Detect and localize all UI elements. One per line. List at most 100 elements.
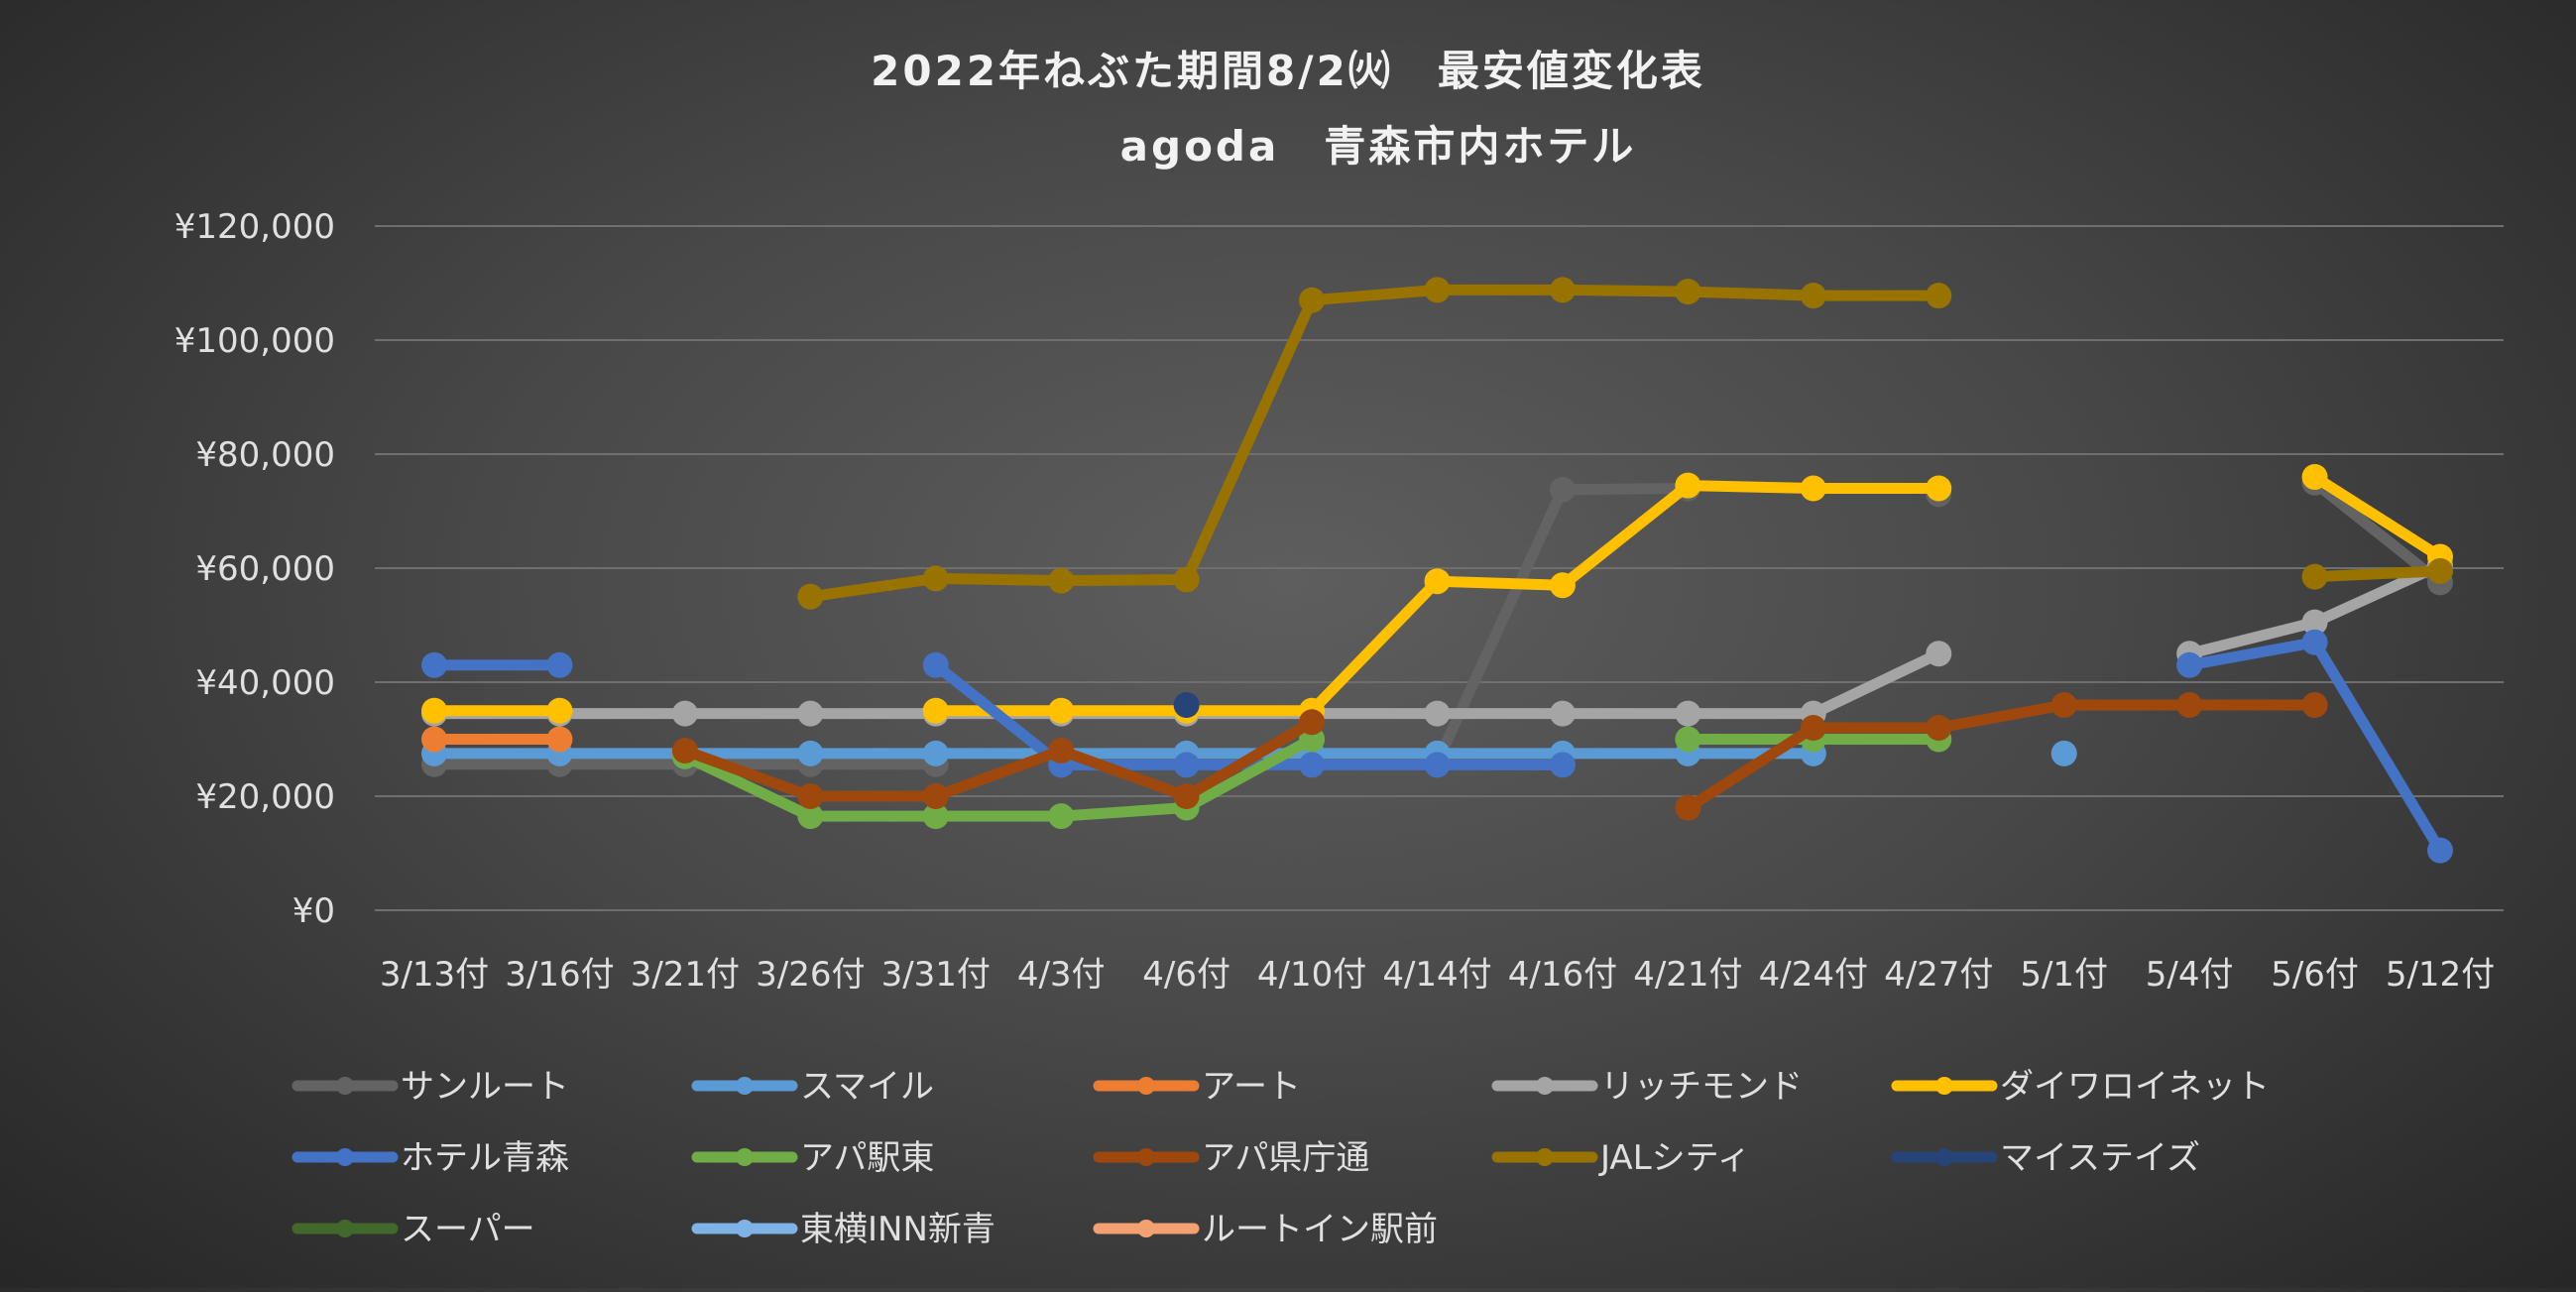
x-tick-label: 4/27付 [1884, 955, 1993, 995]
x-tick-label: 5/6付 [2271, 955, 2359, 995]
data-point [797, 700, 824, 727]
series-line [679, 734, 1318, 822]
data-point [1926, 641, 1952, 667]
legend-item: アパ駅東 [691, 1138, 934, 1178]
x-tick-label: 5/12付 [2386, 955, 2495, 995]
data-point [2050, 740, 2077, 766]
data-point [1926, 283, 1952, 309]
legend-label: リッチモンド [1600, 1067, 1803, 1107]
data-point [2176, 651, 2203, 678]
data-point [1048, 697, 1075, 724]
series-5 [421, 464, 2453, 724]
series-line [2309, 471, 2446, 562]
y-tick-label: ¥80,000 [195, 435, 335, 475]
legend-label: アパ駅東 [800, 1138, 934, 1178]
legend-label: ホテル青森 [401, 1138, 569, 1178]
data-point [421, 726, 447, 753]
series-line [804, 284, 1944, 603]
legend-item: スマイル [691, 1067, 934, 1107]
y-tick-label: ¥60,000 [195, 549, 335, 589]
legend-item: ホテル青森 [292, 1138, 569, 1178]
legend-swatch-marker [736, 1220, 754, 1237]
legend-swatch-marker [336, 1220, 354, 1237]
x-tick-label: 4/6付 [1142, 955, 1230, 995]
y-tick-label: ¥0 [293, 891, 335, 931]
legend-swatch-marker [336, 1077, 354, 1095]
data-point [2301, 464, 2328, 490]
series-10 [1173, 692, 1200, 718]
x-tick-label: 4/10付 [1257, 955, 1366, 995]
data-point [1675, 726, 1701, 753]
data-point [922, 565, 949, 592]
series-line [2309, 477, 2446, 588]
data-point [1424, 700, 1451, 727]
data-point [1675, 700, 1701, 727]
series-line [1682, 699, 2321, 813]
data-point [1800, 283, 1826, 309]
legend-item: リッチモンド [1491, 1067, 1803, 1107]
data-point [1675, 472, 1701, 499]
legend-item: ダイワロイネット [1891, 1067, 2270, 1107]
data-point [671, 738, 698, 763]
data-point [1549, 700, 1576, 727]
legend-label: アート [1202, 1067, 1301, 1107]
data-point [1424, 277, 1451, 303]
series-line [2183, 637, 2446, 857]
series-9 [797, 277, 2453, 610]
data-point [1173, 566, 1200, 593]
data-point [1424, 568, 1451, 595]
data-point [922, 740, 949, 766]
data-point [2050, 692, 2077, 718]
legend-item: アパ県庁通 [1093, 1138, 1369, 1178]
legend-item: マイステイズ [1891, 1138, 2200, 1178]
x-tick-label: 4/21付 [1633, 955, 1742, 995]
data-point [1675, 279, 1701, 305]
data-point [1549, 277, 1576, 303]
legend-swatch-marker [1935, 1148, 1953, 1166]
data-point [671, 700, 698, 727]
data-point [1549, 476, 1576, 503]
y-axis-ticks: ¥0 ¥20,000 ¥40,000 ¥60,000 ¥80,000 ¥100,000 ¥1… [175, 207, 335, 931]
data-point [1549, 572, 1576, 599]
data-point [546, 726, 573, 753]
x-tick-label: 5/4付 [2146, 955, 2234, 995]
legend-item: ルートイン駅前 [1093, 1210, 1438, 1249]
legend-swatch-marker [336, 1148, 354, 1166]
x-tick-label: 3/21付 [631, 955, 740, 995]
x-tick-label: 3/31付 [881, 955, 991, 995]
data-point [1173, 752, 1200, 778]
legend-item: アート [1093, 1067, 1301, 1107]
y-tick-label: ¥100,000 [175, 321, 335, 361]
series-3 [421, 726, 573, 753]
data-point [797, 583, 824, 610]
legend-label: 東横INN新青 [800, 1210, 995, 1249]
data-point [922, 783, 949, 809]
data-point [1800, 715, 1826, 741]
data-point [922, 651, 949, 678]
data-point [1173, 692, 1200, 718]
x-tick-label: 4/3付 [1017, 955, 1106, 995]
x-tick-label: 3/26付 [756, 955, 865, 995]
series-layer [421, 277, 2453, 864]
series-line [2309, 565, 2446, 583]
x-tick-label: 4/14付 [1382, 955, 1491, 995]
data-point [546, 697, 573, 724]
data-point [1299, 709, 1326, 736]
x-tick-label: 3/13付 [380, 955, 489, 995]
legend-item: スーパー [292, 1210, 535, 1249]
data-point [1048, 803, 1075, 830]
data-point [1549, 752, 1576, 778]
data-point [1800, 475, 1826, 502]
data-point [797, 740, 824, 766]
legend-swatch-marker [1536, 1077, 1554, 1095]
data-point [1926, 475, 1952, 502]
data-point [546, 651, 573, 678]
data-point [2427, 837, 2453, 864]
data-point [1048, 738, 1075, 763]
legend-label: ダイワロイネット [2000, 1067, 2270, 1107]
legend-item: 東横INN新青 [691, 1210, 995, 1249]
data-point [2301, 609, 2328, 636]
grid-layer [375, 225, 2504, 911]
